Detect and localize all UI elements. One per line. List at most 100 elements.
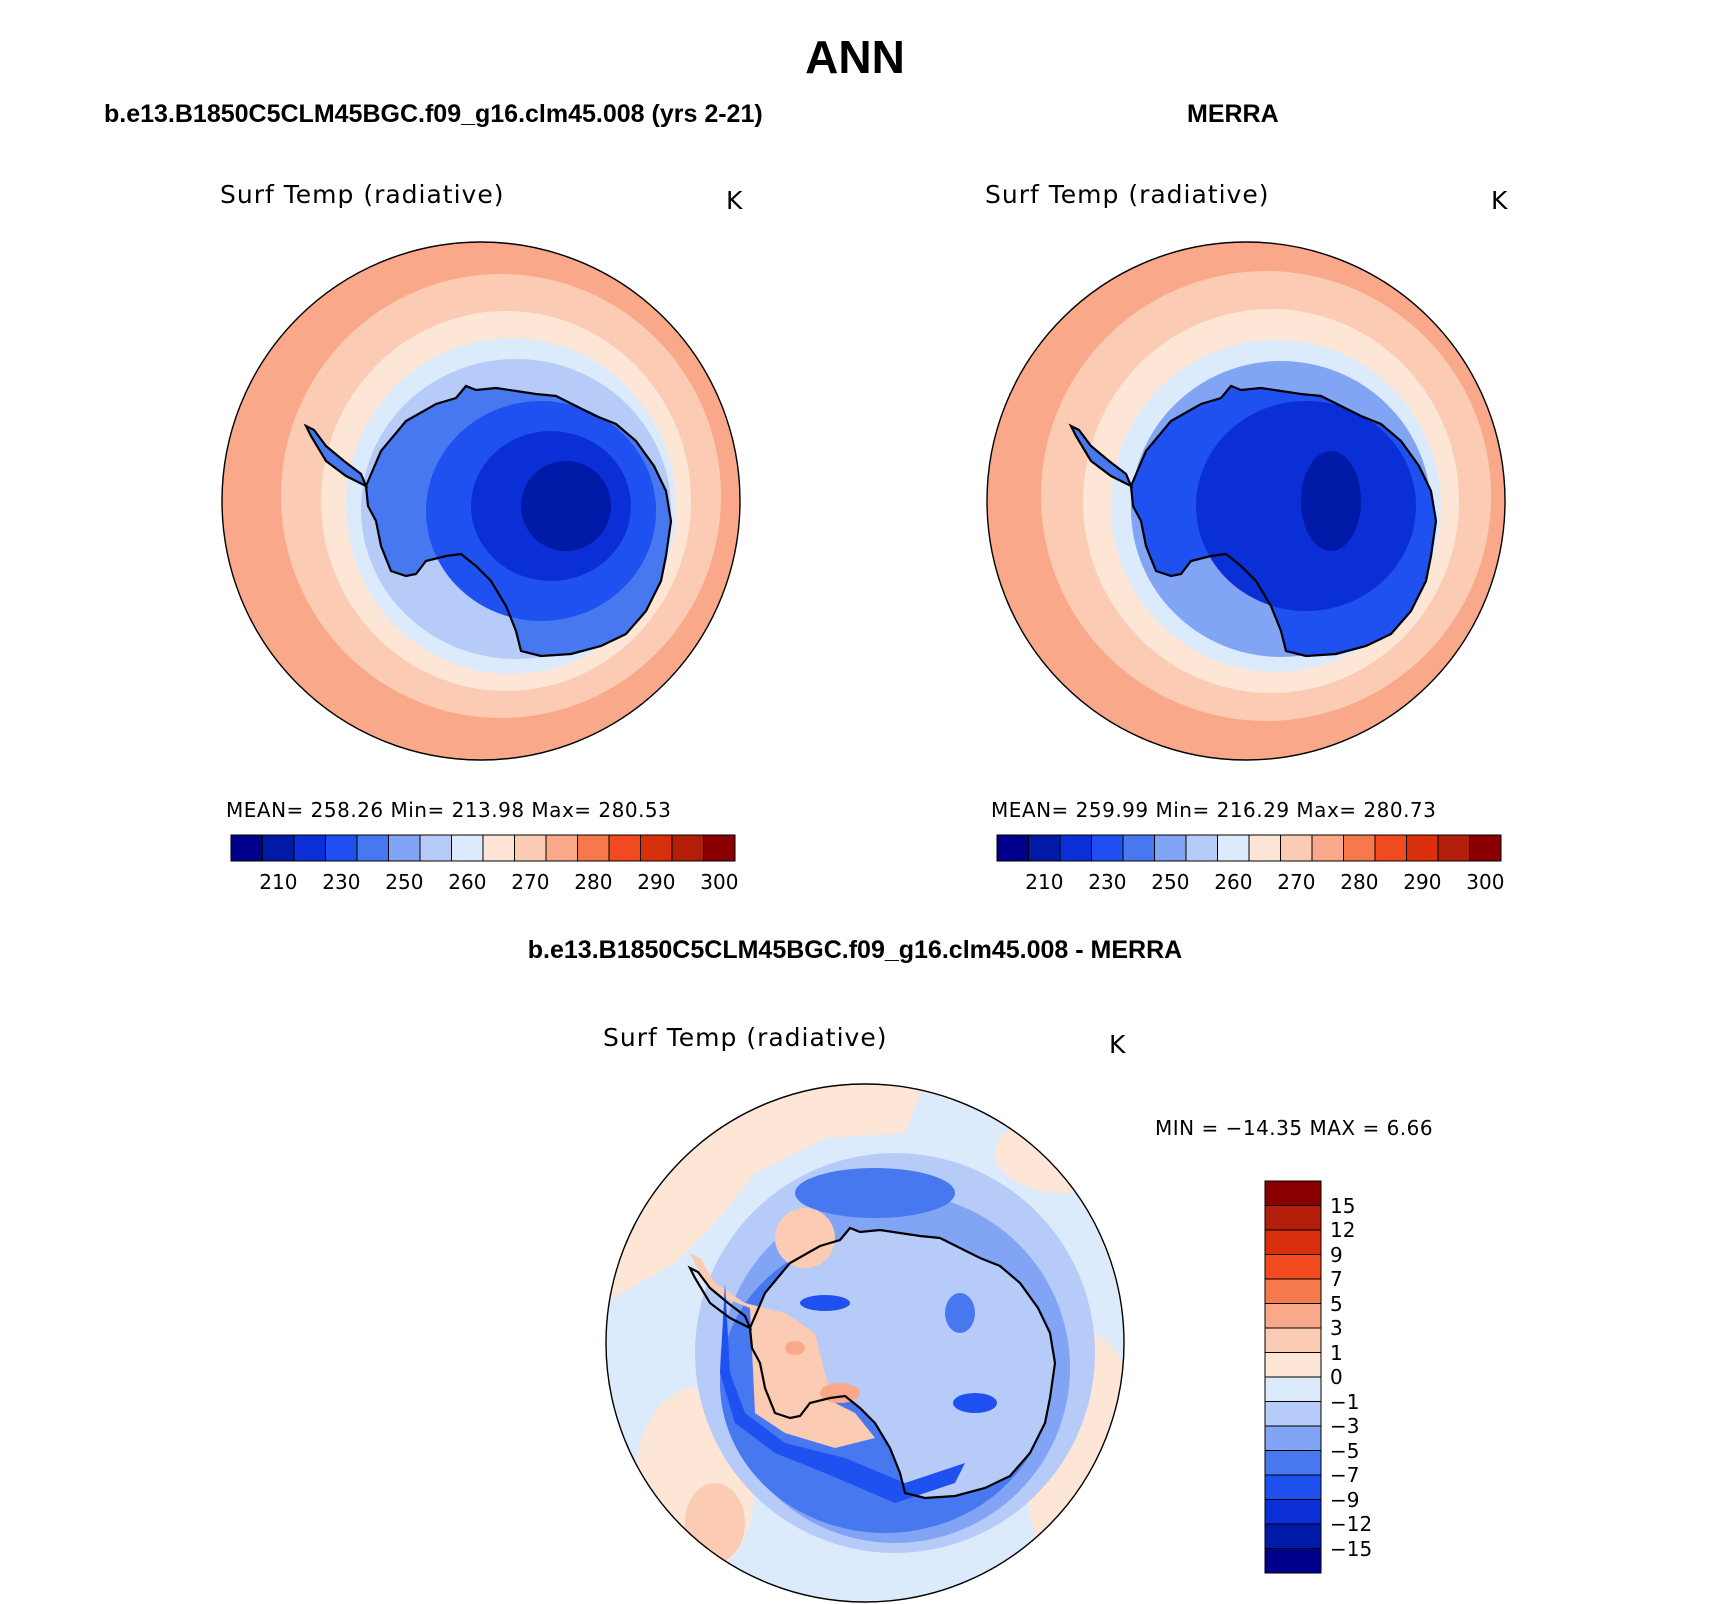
obs-polar-map — [986, 241, 1506, 761]
model-stats-text: MEAN= 258.26 Min= 213.98 Max= 280.53 — [226, 798, 672, 822]
obs-colorbar-swatch — [1374, 834, 1407, 862]
diff-colorbar-tick-label: −15 — [1330, 1536, 1373, 1561]
diff-colorbar-swatch — [1264, 1499, 1322, 1525]
diff-colorbar-tick-label: −1 — [1330, 1389, 1360, 1414]
model-colorbar-tick-label: 270 — [511, 870, 550, 894]
obs-colorbar-swatch — [1311, 834, 1344, 862]
obs-colorbar-swatch — [1122, 834, 1155, 862]
model-colorbar-swatch — [640, 834, 673, 862]
model-colorbar-swatch — [577, 834, 610, 862]
diff-colorbar-swatch — [1264, 1376, 1322, 1402]
diff-colorbar-swatch — [1264, 1327, 1322, 1353]
diff-colorbar-tick-label: 15 — [1330, 1193, 1356, 1218]
diff-polar-map — [605, 1083, 1125, 1603]
diff-colorbar-tick-label: 1 — [1330, 1340, 1343, 1365]
model-polar-map — [221, 241, 741, 761]
obs-colorbar-swatch — [1343, 834, 1376, 862]
model-colorbar-swatch — [545, 834, 578, 862]
obs-colorbar-swatch — [1154, 834, 1187, 862]
diff-stats-text: MIN = −14.35 MAX = 6.66 — [1155, 1116, 1434, 1140]
obs-colorbar-tick-label: 290 — [1403, 870, 1442, 894]
obs-colorbar-swatch — [1437, 834, 1470, 862]
diff-colorbar-tick-label: −3 — [1330, 1414, 1360, 1438]
diff-colorbar-tick-label: 12 — [1330, 1218, 1356, 1242]
obs-colorbar-swatch — [1059, 834, 1092, 862]
obs-stats-text: MEAN= 259.99 Min= 216.29 Max= 280.73 — [991, 798, 1437, 822]
obs-colorbar-ticks: 210 230 250 260 270 280 290 300 — [996, 870, 1505, 896]
model-colorbar-tick-label: 230 — [322, 870, 361, 894]
obs-colorbar-tick-label: 280 — [1340, 870, 1379, 894]
diff-colorbar-tick-label: 7 — [1330, 1267, 1343, 1291]
model-colorbar-tick-label: 250 — [385, 870, 424, 894]
obs-colorbar-swatch — [1280, 834, 1313, 862]
diff-colorbar-swatch — [1264, 1229, 1322, 1255]
obs-units-label: K — [1491, 186, 1508, 215]
obs-colorbar-swatch — [996, 834, 1029, 862]
diff-colorbar-ticks: 15 12 9 7 5 3 1 0 −1 −3 −5 −7 −9 −12 −15 — [1330, 1180, 1390, 1574]
diff-colorbar-swatch — [1264, 1180, 1322, 1206]
model-colorbar-swatch — [262, 834, 295, 862]
diff-colorbar-tick-label: −12 — [1330, 1512, 1373, 1536]
diff-colorbar-tick-label: 0 — [1330, 1365, 1343, 1389]
obs-colorbar-swatch — [1028, 834, 1061, 862]
diff-colorbar-tick-label: 5 — [1330, 1291, 1343, 1316]
obs-colorbar-tick-label: 250 — [1151, 870, 1190, 894]
diff-colorbar-tick-label: −7 — [1330, 1463, 1360, 1487]
model-panel-title: b.e13.B1850C5CLM45BGC.f09_g16.clm45.008 … — [104, 100, 763, 128]
model-colorbar-ticks: 210 230 250 260 270 280 290 300 — [230, 870, 739, 896]
model-colorbar-tick-label: 290 — [637, 870, 676, 894]
model-colorbar — [230, 834, 736, 862]
model-units-label: K — [726, 186, 743, 215]
obs-colorbar-tick-label: 230 — [1088, 870, 1127, 894]
diff-colorbar-swatch — [1264, 1474, 1322, 1500]
diff-colorbar-swatch — [1264, 1303, 1322, 1329]
obs-colorbar-swatch — [1248, 834, 1281, 862]
model-colorbar-swatch — [482, 834, 515, 862]
model-colorbar-tick-label: 300 — [700, 870, 739, 894]
obs-colorbar-tick-label: 210 — [1025, 870, 1064, 894]
model-colorbar-swatch — [325, 834, 358, 862]
diff-colorbar-swatch — [1264, 1425, 1322, 1451]
model-colorbar-swatch — [514, 834, 547, 862]
model-colorbar-swatch — [293, 834, 326, 862]
obs-panel-title: MERRA — [1187, 100, 1279, 128]
diff-colorbar-swatch — [1264, 1278, 1322, 1304]
diff-colorbar-swatch — [1264, 1352, 1322, 1378]
model-colorbar-swatch — [703, 834, 736, 862]
model-colorbar-swatch — [230, 834, 263, 862]
model-colorbar-tick-label: 280 — [574, 870, 613, 894]
model-colorbar-swatch — [671, 834, 704, 862]
diff-colorbar-swatch — [1264, 1450, 1322, 1476]
diff-panel-title: b.e13.B1850C5CLM45BGC.f09_g16.clm45.008 … — [527, 936, 1183, 964]
model-colorbar-swatch — [388, 834, 421, 862]
model-colorbar-swatch — [608, 834, 641, 862]
obs-colorbar-swatch — [1406, 834, 1439, 862]
diff-colorbar — [1264, 1180, 1322, 1574]
model-colorbar-tick-label: 260 — [448, 870, 487, 894]
diff-variable-label: Surf Temp (radiative) — [603, 1023, 888, 1052]
diff-colorbar-swatch — [1264, 1548, 1322, 1574]
diff-colorbar-swatch — [1264, 1401, 1322, 1427]
model-colorbar-swatch — [419, 834, 452, 862]
obs-colorbar-swatch — [1217, 834, 1250, 862]
obs-colorbar — [996, 834, 1502, 862]
obs-colorbar-tick-label: 260 — [1214, 870, 1253, 894]
obs-colorbar-swatch — [1469, 834, 1502, 862]
diff-units-label: K — [1109, 1030, 1126, 1059]
obs-colorbar-swatch — [1185, 834, 1218, 862]
diff-colorbar-tick-label: 3 — [1330, 1316, 1343, 1340]
obs-colorbar-tick-label: 270 — [1277, 870, 1316, 894]
obs-variable-label: Surf Temp (radiative) — [985, 180, 1270, 209]
model-variable-label: Surf Temp (radiative) — [220, 180, 505, 209]
diff-colorbar-swatch — [1264, 1205, 1322, 1231]
diff-colorbar-swatch — [1264, 1254, 1322, 1280]
model-colorbar-tick-label: 210 — [259, 870, 298, 894]
diff-colorbar-tick-label: −9 — [1330, 1487, 1360, 1512]
obs-colorbar-tick-label: 300 — [1466, 870, 1505, 894]
model-colorbar-swatch — [356, 834, 389, 862]
diff-colorbar-tick-label: 9 — [1330, 1242, 1343, 1267]
figure-title: ANN — [805, 31, 905, 83]
diff-colorbar-swatch — [1264, 1523, 1322, 1549]
obs-colorbar-swatch — [1091, 834, 1124, 862]
diff-colorbar-tick-label: −5 — [1330, 1438, 1360, 1463]
